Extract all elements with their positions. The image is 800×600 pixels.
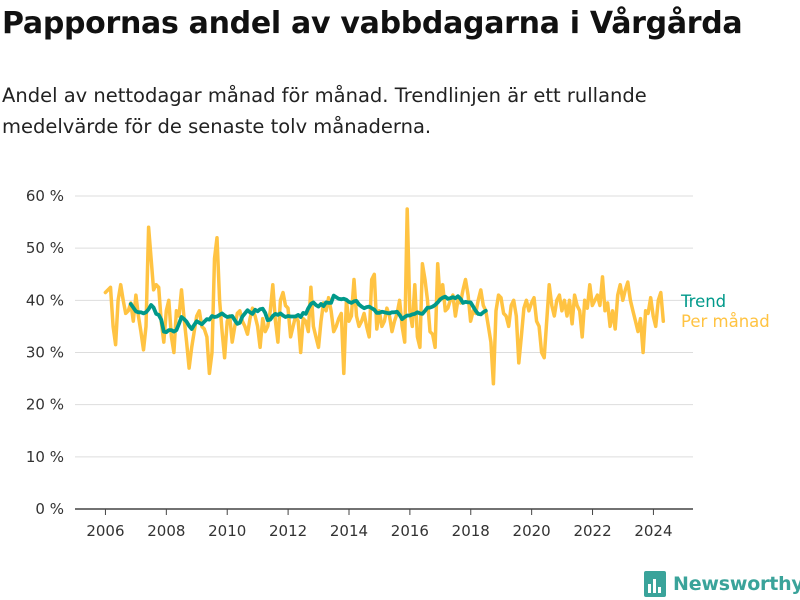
chart-subtitle: Andel av nettodagar månad för månad. Tre… [2,84,647,138]
y-tick-label: 0 % [35,500,64,518]
x-tick-label: 2016 [391,522,429,540]
y-tick-label: 60 % [26,187,64,205]
y-axis: 0 % 10 % 20 % 30 % 40 % 50 % 60 % [26,187,64,518]
x-tick-label: 2018 [452,522,490,540]
legend-monthly-label: Per månad [681,312,770,331]
legend-trend-label: Trend [680,292,726,311]
y-tick-label: 20 % [26,396,64,414]
x-tick-label: 2008 [147,522,185,540]
x-tick-label: 2024 [634,522,672,540]
trend-line [128,293,488,335]
x-tick-label: 2014 [330,522,368,540]
newsworthy-logo-icon [644,571,666,597]
plot-area [103,207,666,386]
brand-name: Newsworthy [673,573,800,595]
x-tick-label: 2006 [86,522,124,540]
brand-logo[interactable]: Newsworthy [644,568,800,600]
y-tick-label: 50 % [26,239,64,257]
y-tick-label: 40 % [26,291,64,309]
y-tick-label: 30 % [26,344,64,362]
x-axis: 2006 2008 2010 2012 2014 2016 2018 2020 2022 2024 [86,509,673,540]
gridlines [75,195,693,510]
monthly-line [103,207,666,386]
x-tick-label: 2010 [208,522,246,540]
y-tick-label: 10 % [26,448,64,466]
x-tick-label: 2012 [269,522,307,540]
chart-title: Pappornas andel av vabbdagarna i Vårgård… [2,6,743,41]
x-tick-label: 2022 [573,522,611,540]
x-tick-label: 2020 [513,522,551,540]
